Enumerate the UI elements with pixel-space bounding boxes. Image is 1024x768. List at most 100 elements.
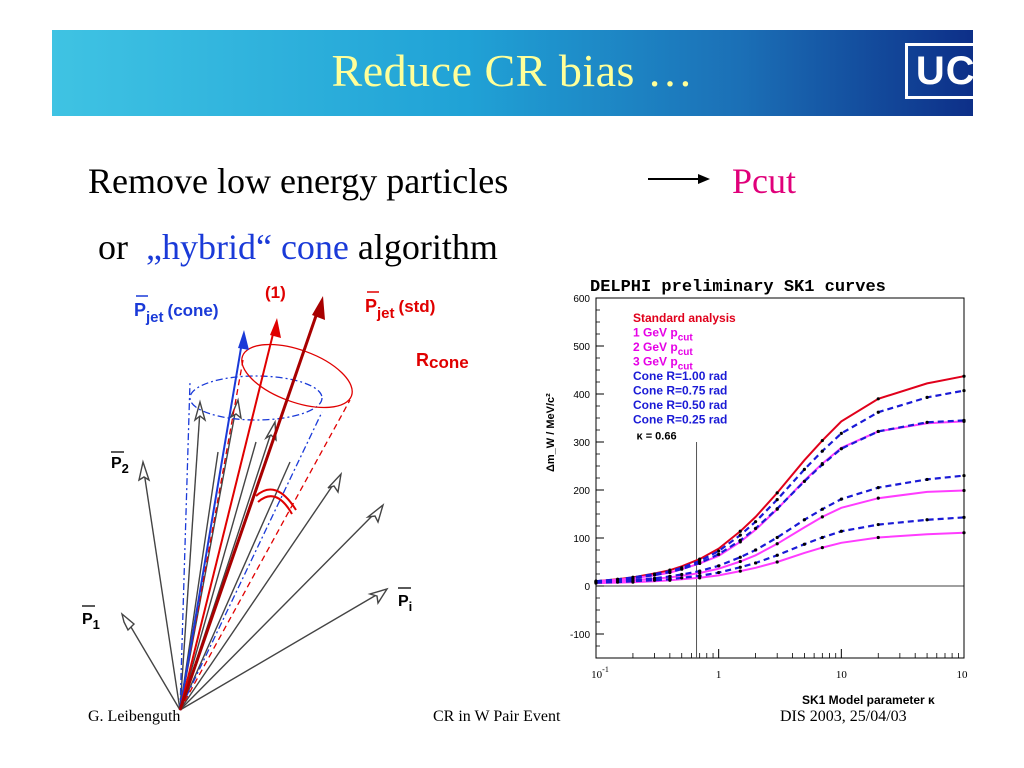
- track-c1-head: [193, 399, 207, 422]
- data-point: [925, 420, 929, 424]
- data-point: [738, 555, 742, 559]
- data-point: [820, 507, 824, 511]
- line-hybrid-cone: or „hybrid“ cone algorithm: [98, 226, 498, 268]
- data-point: [698, 561, 702, 565]
- legend-entry-1: Standard analysis: [633, 311, 736, 325]
- data-point: [717, 549, 721, 553]
- pjet-std-label: Pjet (std): [365, 296, 435, 322]
- data-point: [668, 570, 672, 574]
- data-point: [680, 576, 684, 580]
- y-tick-label: 600: [573, 294, 590, 305]
- data-point: [925, 395, 929, 399]
- title-banner: Reduce CR bias … UCL: [52, 30, 1012, 116]
- data-point: [962, 374, 966, 378]
- algorithm-text: algorithm: [357, 227, 498, 267]
- chart-ylabel: Δm_W / MeV/c²: [545, 393, 557, 472]
- data-point: [962, 418, 966, 422]
- series-line-6: [595, 419, 965, 583]
- track-c4-head: [327, 471, 343, 494]
- pjet-cone-axis: [179, 341, 243, 711]
- x-tick-label: 10: [836, 669, 848, 681]
- track-c4: [179, 481, 336, 711]
- data-point: [820, 438, 824, 443]
- cone-blue: [179, 375, 323, 711]
- chart-xlabel: SK1 Model parameter κ: [802, 693, 935, 707]
- track-c7: [179, 441, 257, 711]
- pjet-cone-arrowhead: [238, 330, 249, 350]
- data-point: [820, 449, 824, 453]
- legend-entry-8: Cone R=0.25 rad: [633, 413, 727, 427]
- data-point: [753, 526, 758, 530]
- pi-label: Pi: [398, 593, 412, 614]
- hybrid-cone-text: „hybrid“ cone: [146, 227, 349, 267]
- data-point: [753, 520, 758, 524]
- data-point: [802, 467, 807, 471]
- track-pi: [179, 593, 379, 711]
- data-point: [962, 531, 966, 535]
- angle-arc: [255, 488, 297, 511]
- track-p1: [127, 621, 181, 711]
- slide-title: Reduce CR bias …: [331, 45, 694, 96]
- data-point: [802, 542, 807, 546]
- track-p2: [143, 471, 181, 711]
- legend-entry-7: Cone R=0.50 rad: [633, 398, 727, 412]
- data-point: [876, 522, 880, 527]
- data-point: [962, 488, 966, 493]
- track-c5-head: [365, 503, 385, 524]
- data-point: [820, 546, 824, 550]
- data-point: [839, 529, 843, 533]
- data-point: [652, 573, 657, 577]
- pjet-cone-label: Pjet (cone): [134, 300, 219, 326]
- series-line-2: [595, 420, 965, 583]
- data-point: [775, 491, 779, 495]
- kappa-label: κ = 0.66: [637, 431, 677, 443]
- series-line-7: [595, 474, 965, 584]
- y-tick-label: 400: [573, 390, 590, 401]
- axis-1-arrowhead: [270, 318, 281, 338]
- data-point: [802, 518, 807, 522]
- data-point: [698, 569, 702, 573]
- track-c8: [179, 461, 291, 711]
- data-point: [717, 564, 721, 568]
- data-point: [962, 474, 966, 478]
- or-text: or: [98, 227, 128, 267]
- legend-entry-6: Cone R=0.75 rad: [633, 384, 727, 398]
- data-point: [839, 431, 843, 435]
- data-point: [631, 579, 635, 583]
- data-point: [820, 462, 824, 467]
- data-point: [802, 479, 807, 483]
- data-point: [820, 535, 824, 540]
- data-point: [876, 429, 880, 434]
- data-point: [925, 518, 929, 522]
- pcut-label: Pcut: [732, 161, 797, 201]
- data-point: [876, 397, 880, 401]
- data-point: [775, 498, 779, 502]
- arrow-right-icon: [648, 174, 710, 184]
- footer-title: CR in W Pair Event: [433, 708, 561, 725]
- y-tick-label: 0: [584, 582, 590, 593]
- p2-label: P2: [111, 455, 129, 476]
- data-point: [876, 496, 880, 500]
- x-tick-label: 10-1: [591, 665, 609, 681]
- data-point: [775, 542, 779, 546]
- ucl-logo: UCL: [905, 43, 1012, 99]
- y-tick-label: 200: [573, 486, 590, 497]
- data-point: [738, 569, 742, 573]
- jet-cone-diagram: Pjet (cone) (1) Pjet (std) Rcone P2 P1 Pi: [82, 283, 469, 711]
- data-point: [717, 552, 721, 556]
- data-point: [738, 538, 742, 542]
- data-point: [738, 529, 742, 533]
- y-tick-label: 100: [573, 534, 590, 545]
- footer-author: G. Leibenguth: [88, 708, 181, 725]
- p1-label: P1: [82, 611, 100, 632]
- track-pi-head: [367, 587, 389, 605]
- data-point: [962, 515, 966, 519]
- track-p1-head: [120, 612, 136, 632]
- data-point: [820, 515, 824, 519]
- data-point: [839, 447, 843, 451]
- data-point: [616, 580, 620, 584]
- track-c1: [179, 409, 201, 711]
- data-point: [962, 389, 966, 393]
- data-point: [876, 535, 880, 540]
- label-1: (1): [265, 283, 286, 302]
